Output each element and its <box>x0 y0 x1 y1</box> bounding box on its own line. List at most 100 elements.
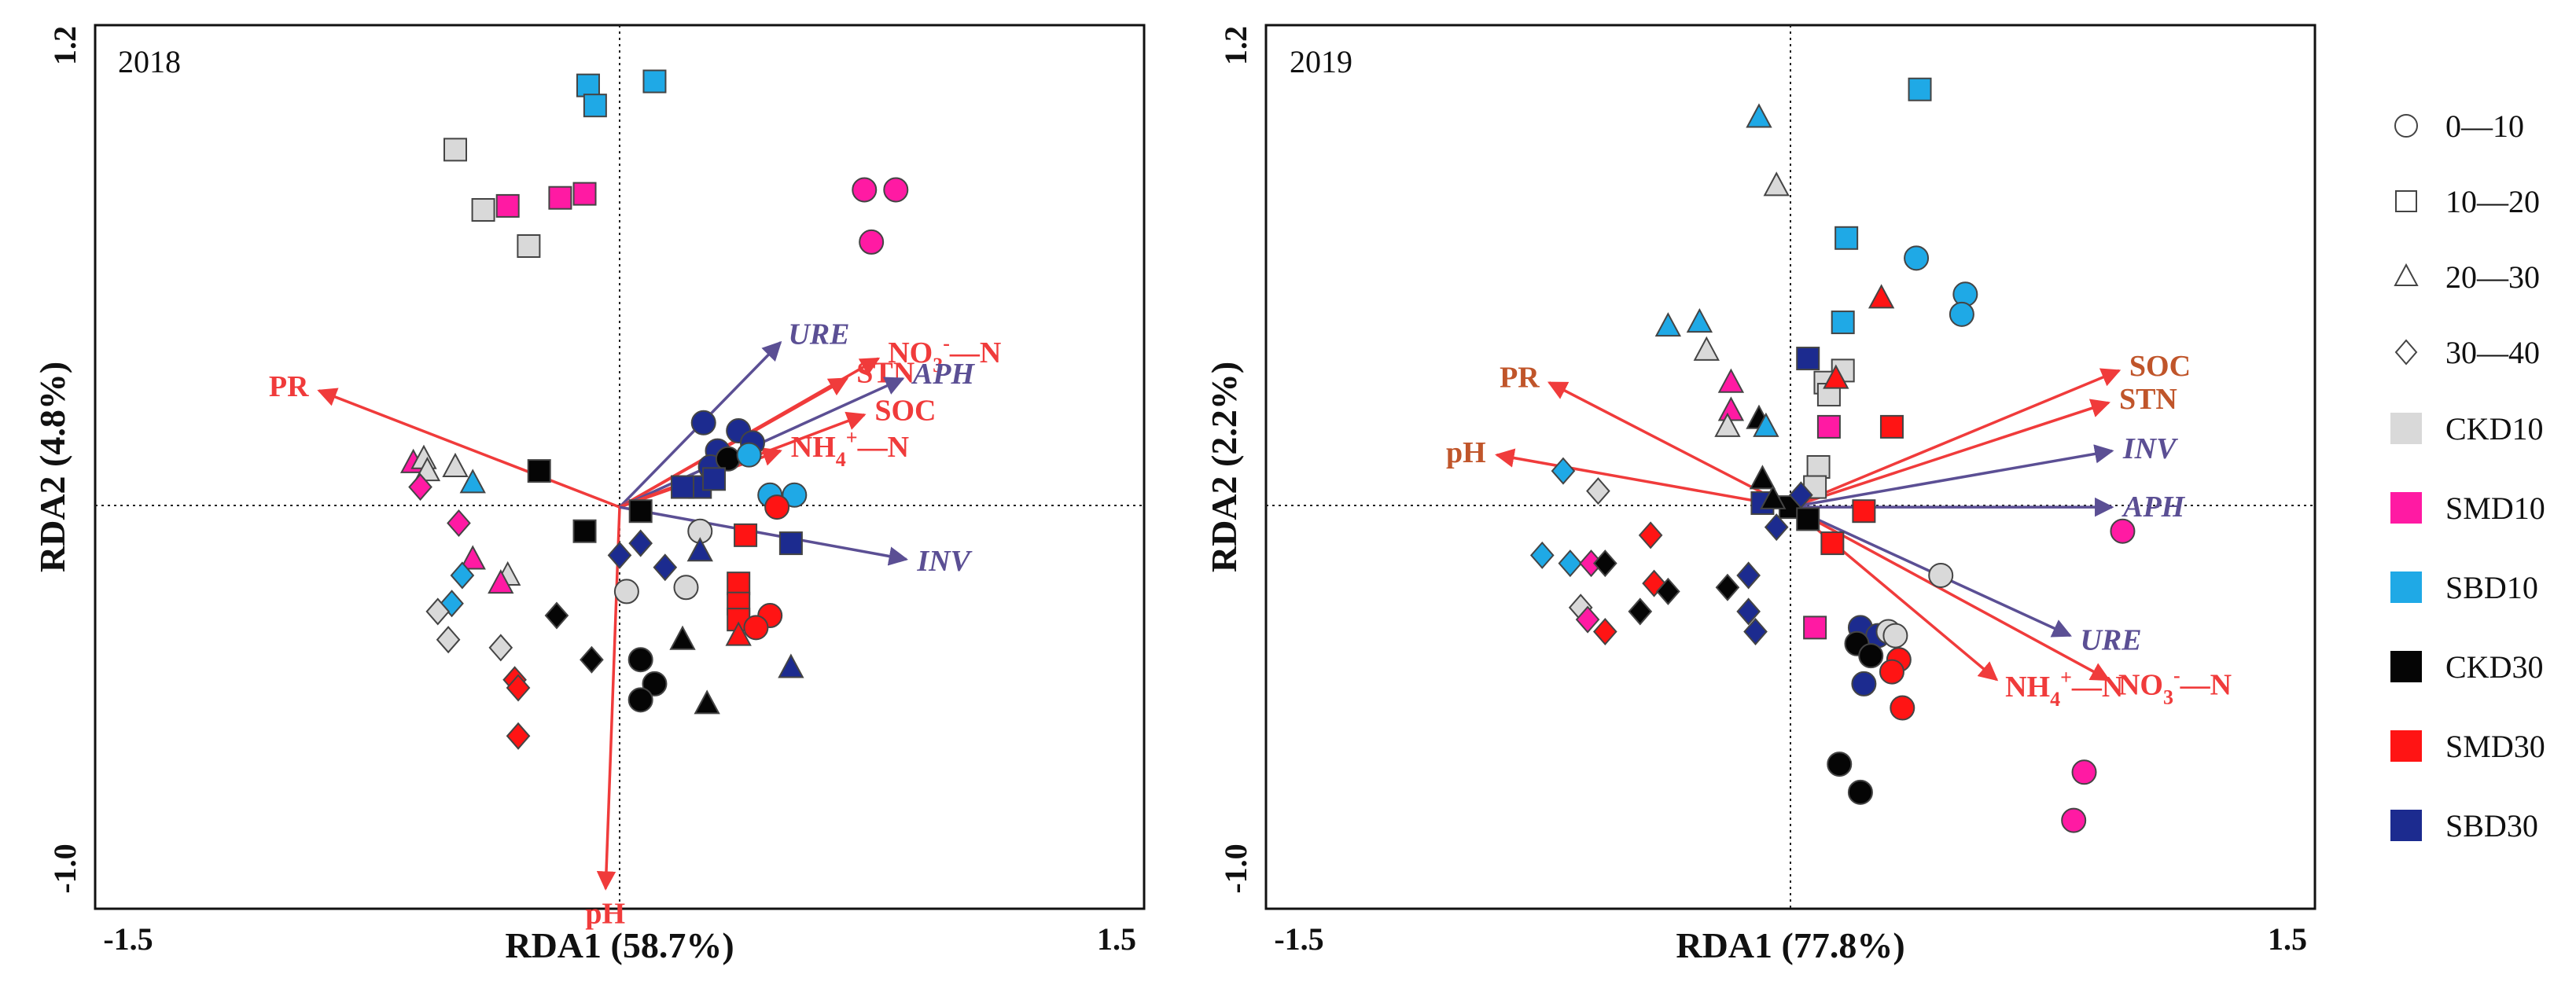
point-ckd30-triangle <box>1760 484 1787 509</box>
point-smd30-diamond <box>506 674 531 702</box>
point-sbd10-square <box>1831 311 1855 335</box>
panel-year-label: 2018 <box>118 44 181 79</box>
vector-label-soc: SOC <box>2129 350 2191 383</box>
point-ckd30-square <box>1796 507 1820 531</box>
legend-swatch-sbd10 <box>2390 571 2422 603</box>
point-smd10-diamond <box>447 509 471 538</box>
legend-diamond-icon <box>2394 339 2418 366</box>
y-axis-label: RDA2 (2.2%) <box>1204 362 1244 572</box>
point-smd30-circle <box>764 494 790 520</box>
point-sbd30-circle <box>690 410 716 436</box>
legend-swatch-smd10 <box>2390 492 2422 524</box>
legend-swatch-smd30 <box>2390 730 2422 762</box>
y-tick-bottom: -1.0 <box>47 843 83 893</box>
vector-label-no3-n: NO3-—N <box>888 332 1001 377</box>
vector-label-stn: STN <box>856 357 914 390</box>
point-smd30-diamond <box>506 722 531 750</box>
point-smd10-triangle <box>459 545 486 570</box>
point-smd10-square <box>1816 414 1841 439</box>
point-sbd30-square <box>702 467 727 491</box>
point-sbd10-square <box>1834 226 1859 250</box>
point-smd10-triangle <box>1717 396 1745 421</box>
point-sbd30-circle <box>1851 671 1877 696</box>
point-layer <box>1529 77 2136 833</box>
x-axis-label: RDA1 (77.8%) <box>1676 925 1904 965</box>
point-ckd10-triangle <box>1693 336 1720 361</box>
point-ckd10-square <box>443 138 468 162</box>
vector-label-no3-n: NO3-—N <box>2118 663 2232 708</box>
x-tick-left: -1.5 <box>1274 921 1323 957</box>
point-ckd30-diamond <box>1628 597 1653 626</box>
point-smd30-circle <box>1879 659 1904 685</box>
legend-label-smd30: SMD30 <box>2445 729 2545 764</box>
x-tick-right: 1.5 <box>2268 921 2307 957</box>
point-sbd10-triangle <box>1654 312 1682 337</box>
vector-label-stn: STN <box>2119 383 2177 416</box>
vector-label-inv: INV <box>916 545 972 578</box>
legend-swatch-sbd30 <box>2390 810 2422 841</box>
point-sbd30-diamond <box>628 529 653 557</box>
point-ckd10-circle <box>1882 623 1908 649</box>
point-ckd30-circle <box>1858 643 1884 669</box>
legend-label-smd10: SMD10 <box>2445 491 2545 526</box>
y-tick-bottom: -1.0 <box>1218 843 1253 893</box>
point-ckd30-triangle <box>1749 465 1776 490</box>
point-ckd10-circle <box>613 579 639 605</box>
point-sbd10-diamond <box>1558 549 1583 578</box>
point-smd10-circle <box>852 177 878 203</box>
point-smd10-triangle <box>488 569 514 594</box>
point-ckd30-triangle <box>669 625 696 650</box>
point-ckd10-circle <box>1928 562 1954 588</box>
point-ckd10-triangle <box>442 452 469 477</box>
point-sbd30-diamond <box>653 553 678 582</box>
legend-label-ckd30: CKD30 <box>2445 649 2543 685</box>
point-smd30-square <box>727 571 751 596</box>
vector-label-aph: APH <box>2122 491 2186 524</box>
y-tick-top: 1.2 <box>1218 26 1253 65</box>
point-smd30-square <box>734 523 758 547</box>
point-smd10-circle <box>883 177 909 203</box>
legend-swatch-ckd30 <box>2390 651 2422 682</box>
vector-pr <box>1547 381 1791 509</box>
point-smd30-diamond <box>1638 521 1663 549</box>
point-sbd10-square <box>576 73 600 97</box>
point-sbd10-diamond <box>450 561 475 590</box>
legend-label-20-30: 20—30 <box>2445 259 2540 295</box>
y-tick-top: 1.2 <box>47 26 83 65</box>
vector-label-soc: SOC <box>874 395 936 428</box>
point-sbd30-triangle <box>686 537 713 562</box>
legend-circle-icon <box>2394 114 2418 138</box>
point-ckd30-square <box>628 499 653 524</box>
y-axis-label: RDA2 (4.8%) <box>32 362 72 572</box>
point-ckd30-circle <box>715 446 741 472</box>
point-ckd30-circle <box>627 647 653 673</box>
vector-soc <box>1790 368 2122 509</box>
point-sbd10-square <box>642 69 667 94</box>
point-smd10-square <box>1803 616 1827 640</box>
legend-label-ckd10: CKD10 <box>2445 411 2543 447</box>
legend-label-10-20: 10—20 <box>2445 184 2540 219</box>
point-sbd10-circle <box>782 482 808 508</box>
vector-label-inv: INV <box>2122 432 2178 465</box>
point-ckd30-circle <box>642 671 668 696</box>
point-ckd10-circle <box>673 575 699 601</box>
point-ckd30-circle <box>627 687 653 713</box>
point-smd30-square <box>1820 531 1845 556</box>
point-sbd10-square <box>1908 77 1932 101</box>
panel-2018: 2018 1.2 -1.0 -1.5 1.5 RDA1 (58.7%) RDA2… <box>32 24 1146 965</box>
vector-ph <box>596 507 621 891</box>
point-sbd30-square <box>671 475 695 499</box>
point-ckd10-square <box>517 234 541 258</box>
point-sbd10-circle <box>1904 245 1930 271</box>
point-ckd10-square <box>1806 455 1831 479</box>
point-smd10-triangle <box>1717 368 1745 393</box>
point-ckd10-diamond <box>425 597 451 626</box>
panel-year-label: 2019 <box>1290 44 1352 79</box>
point-ckd30-diamond <box>1656 577 1680 605</box>
point-ckd10-diamond <box>488 634 513 662</box>
point-ckd30-square <box>572 519 597 543</box>
point-sbd30-diamond <box>1764 513 1789 542</box>
point-ckd30-triangle <box>694 689 720 715</box>
